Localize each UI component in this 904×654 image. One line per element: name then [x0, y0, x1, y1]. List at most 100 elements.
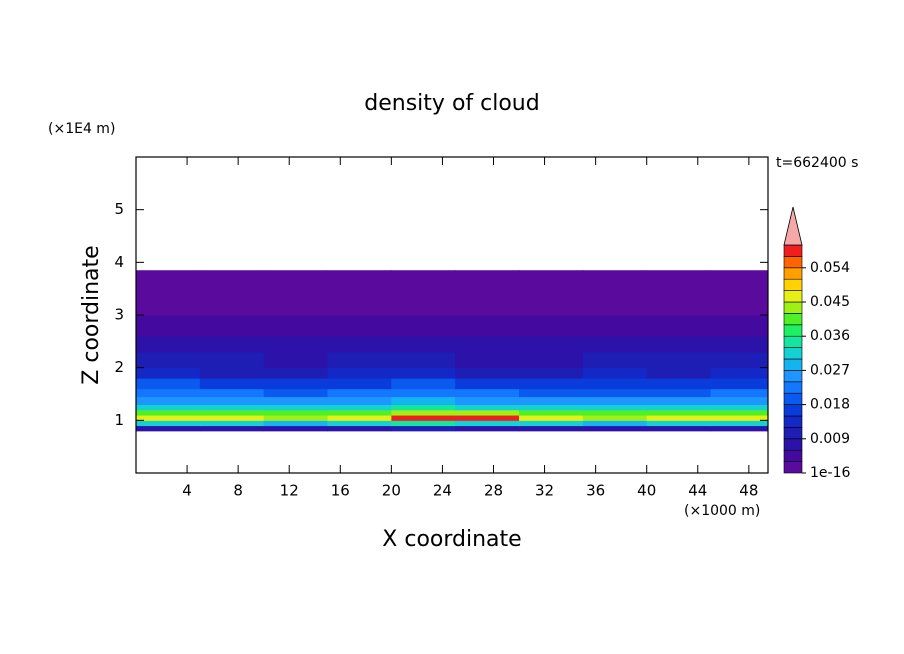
contour-cell — [710, 336, 768, 353]
contour-cell — [263, 315, 329, 337]
y-tick-label: 2 — [114, 358, 124, 376]
contour-cell — [646, 315, 712, 337]
contour-cell — [582, 270, 648, 316]
x-tick-label: 28 — [484, 482, 503, 500]
colorbar-swatch — [783, 381, 803, 394]
colorbar-swatch — [783, 256, 803, 269]
x-tick-label: 8 — [233, 482, 243, 500]
contour-cell — [136, 315, 201, 337]
colorbar-swatch — [783, 324, 803, 337]
contour-cell — [710, 315, 768, 337]
contour-field — [136, 270, 768, 432]
contour-cell — [199, 409, 265, 416]
contour-cell — [327, 351, 392, 369]
contour-cell — [519, 396, 584, 406]
colorbar-swatch — [783, 244, 803, 257]
contour-cell — [391, 315, 456, 337]
contour-cell — [263, 367, 329, 379]
plot-frame — [135, 156, 769, 474]
x-tick-label: 40 — [637, 482, 656, 500]
contour-cell — [263, 425, 329, 432]
contour-cell — [391, 415, 456, 421]
contour-cell — [455, 378, 520, 390]
contour-cell — [710, 351, 768, 369]
colorbar-swatch — [783, 358, 803, 371]
contour-cell — [391, 404, 456, 411]
contour-cell — [391, 396, 456, 406]
contour-cell — [455, 315, 520, 337]
contour-cell — [519, 336, 584, 353]
contour-cell — [646, 415, 712, 421]
contour-cell — [263, 270, 329, 316]
contour-cell — [455, 388, 520, 398]
contour-cell — [455, 367, 520, 379]
contour-cell — [391, 270, 456, 316]
contour-cell — [263, 409, 329, 416]
contour-cell — [327, 367, 392, 379]
contour-cell — [391, 409, 456, 416]
colorbar-label: 0.036 — [810, 328, 850, 344]
contour-cell — [199, 378, 265, 390]
colorbar-label: 0.009 — [810, 431, 850, 447]
colorbar-swatch — [783, 370, 803, 383]
contour-cell — [646, 336, 712, 353]
colorbar-swatch — [783, 404, 803, 417]
contour-cell — [582, 388, 648, 398]
contour-cell — [582, 425, 648, 432]
contour-cell — [327, 409, 392, 416]
contour-cell — [582, 367, 648, 379]
x-tick-label: 48 — [739, 482, 758, 500]
contour-cell — [582, 315, 648, 337]
contour-cell — [710, 404, 768, 411]
contour-cell — [199, 420, 265, 427]
contour-cell — [582, 351, 648, 369]
colorbar-extend — [783, 206, 803, 246]
colorbar-label: 1e-16 — [810, 465, 850, 481]
contour-cell — [199, 396, 265, 406]
contour-cell — [455, 420, 520, 427]
colorbar-swatch — [783, 427, 803, 440]
contour-cell — [327, 336, 392, 353]
colorbar-swatch — [783, 392, 803, 405]
contour-cell — [646, 396, 712, 406]
y-tick-label: 1 — [114, 411, 124, 429]
y-axis-title: Z coordinate — [79, 245, 104, 384]
contour-cell — [519, 367, 584, 379]
contour-cell — [455, 396, 520, 406]
x-axis-title: X coordinate — [382, 527, 521, 552]
contour-cell — [646, 351, 712, 369]
x-tick-label: 36 — [586, 482, 605, 500]
contour-cell — [710, 367, 768, 379]
contour-cell — [327, 396, 392, 406]
contour-cell — [582, 409, 648, 416]
contour-cell — [391, 388, 456, 398]
colorbar-label: 0.027 — [810, 362, 850, 378]
contour-cell — [646, 270, 712, 316]
contour-cell — [646, 378, 712, 390]
contour-cell — [646, 425, 712, 432]
contour-cell — [199, 415, 265, 421]
contour-cell — [455, 336, 520, 353]
contour-cell — [199, 425, 265, 432]
contour-cell — [519, 388, 584, 398]
contour-cell — [263, 388, 329, 398]
contour-cell — [455, 351, 520, 369]
colorbar-label: 0.045 — [810, 294, 850, 310]
contour-cell — [582, 404, 648, 411]
contour-cell — [136, 388, 201, 398]
contour-cell — [710, 270, 768, 316]
colorbar-swatch — [783, 347, 803, 360]
colorbar-swatch — [783, 290, 803, 303]
contour-cell — [519, 351, 584, 369]
contour-cell — [136, 409, 201, 416]
contour-cell — [327, 270, 392, 316]
colorbar-swatch — [783, 461, 803, 474]
contour-cell — [136, 420, 201, 427]
x-tick-label: 32 — [535, 482, 554, 500]
contour-cell — [136, 396, 201, 406]
contour-cell — [391, 425, 456, 432]
chart-title: density of cloud — [364, 91, 539, 116]
contour-cell — [136, 378, 201, 390]
contour-cell — [263, 336, 329, 353]
y-tick-label: 3 — [114, 306, 124, 324]
